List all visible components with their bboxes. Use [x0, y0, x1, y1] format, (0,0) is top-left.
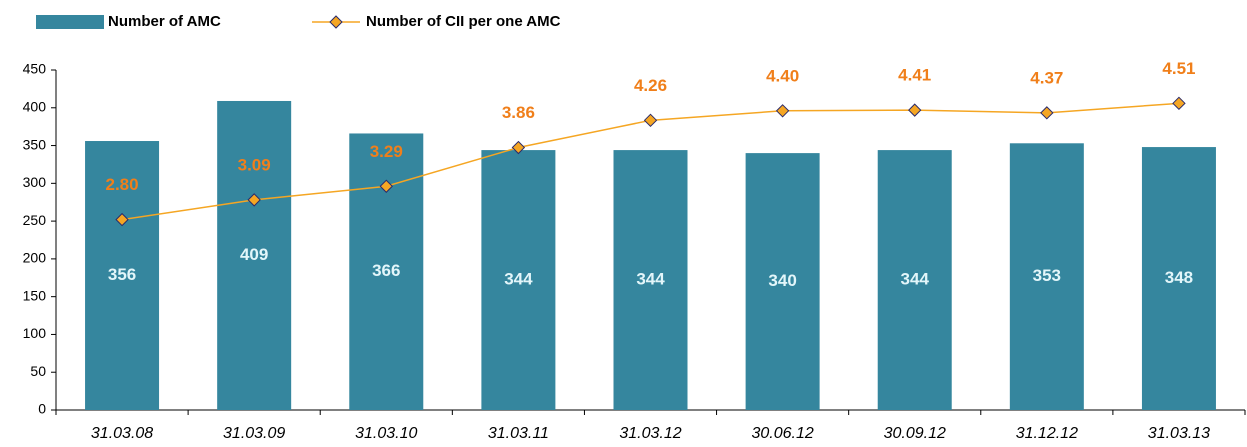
y-tick-label: 350	[23, 136, 47, 152]
bar	[481, 150, 556, 411]
y-tick-label: 0	[38, 401, 46, 417]
line-label: 4.40	[766, 66, 799, 85]
line-marker	[643, 113, 658, 128]
bar-label: 344	[901, 270, 930, 289]
line-marker	[511, 140, 526, 155]
line-label: 4.41	[898, 66, 931, 85]
legend-label: Number of CII per one AMC	[366, 13, 561, 30]
x-tick-label: 31.03.11	[488, 425, 549, 442]
bar-label: 344	[504, 270, 533, 289]
y-tick-label: 400	[23, 98, 47, 114]
x-tick-label: 31.03.08	[91, 425, 153, 442]
line-marker	[115, 212, 129, 227]
bar	[1141, 147, 1216, 411]
x-tick-label: 30.06.12	[751, 425, 813, 442]
line-marker	[908, 103, 922, 117]
bar	[85, 141, 160, 410]
y-tick-label: 100	[23, 325, 47, 341]
line-label: 3.09	[238, 155, 271, 174]
bar-label: 344	[636, 270, 665, 289]
y-tick-label: 200	[23, 250, 47, 266]
line-label: 4.26	[634, 76, 667, 95]
x-tick-label: 31.03.10	[355, 425, 417, 442]
line-label: 4.51	[1162, 59, 1195, 78]
x-tick-label: 31.03.12	[619, 425, 681, 442]
line-label: 3.86	[502, 103, 535, 122]
x-tick-label: 31.12.12	[1016, 425, 1078, 442]
line-label: 4.37	[1030, 68, 1063, 87]
bar-label: 409	[240, 245, 268, 264]
y-tick-label: 250	[23, 212, 47, 228]
y-tick-label: 450	[23, 61, 47, 77]
bar-label: 353	[1033, 266, 1061, 285]
bar-label: 356	[108, 265, 136, 284]
line-marker	[775, 104, 790, 118]
bar	[217, 100, 292, 410]
line-marker	[247, 193, 261, 207]
bar	[877, 150, 952, 411]
legend-marker	[329, 15, 343, 29]
legend-label: Number of AMC	[108, 13, 221, 30]
y-tick-label: 150	[23, 287, 47, 303]
line-marker	[379, 179, 393, 193]
line-label: 2.80	[106, 175, 139, 194]
bar-label: 348	[1165, 268, 1193, 287]
line-marker	[1172, 96, 1186, 111]
y-tick-label: 50	[30, 363, 46, 379]
y-tick-label: 300	[23, 174, 47, 190]
line-marker	[1040, 106, 1054, 120]
legend-swatch	[36, 15, 104, 29]
line-label: 3.29	[370, 142, 403, 161]
bar	[745, 153, 820, 410]
bar	[613, 150, 688, 411]
bar	[1009, 143, 1084, 411]
x-tick-label: 30.09.12	[884, 425, 946, 442]
bar-label: 366	[372, 261, 400, 280]
bar-label: 340	[768, 271, 796, 290]
x-tick-label: 31.03.13	[1148, 425, 1210, 442]
x-tick-label: 31.03.09	[223, 425, 285, 442]
